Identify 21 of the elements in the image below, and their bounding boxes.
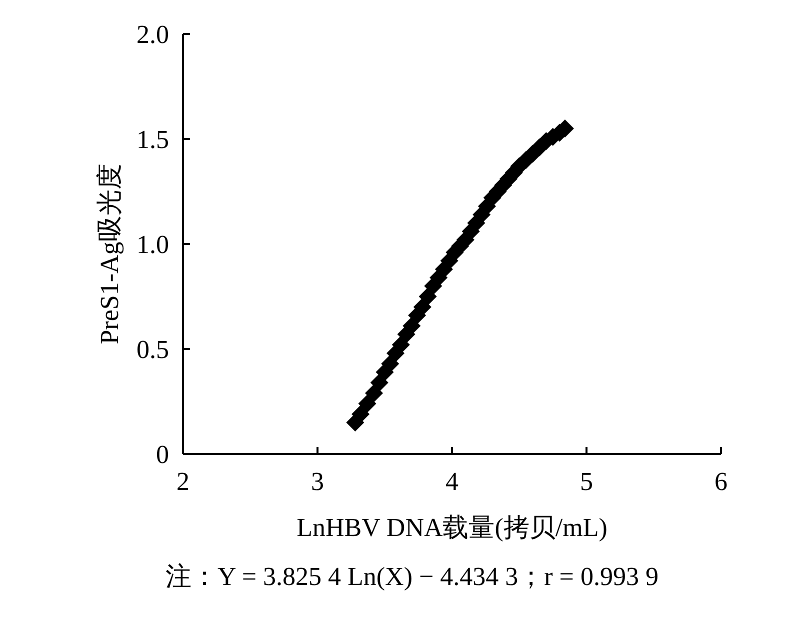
point bbox=[364, 384, 383, 402]
point bbox=[358, 394, 376, 413]
x-tick-label: 3 bbox=[311, 467, 324, 496]
y-axis-title: PreS1-Ag吸光度 bbox=[95, 164, 124, 344]
y-tick-label: 1.0 bbox=[136, 230, 169, 259]
y-tick-label: 1.5 bbox=[136, 125, 169, 154]
x-tick-label: 5 bbox=[580, 467, 593, 496]
x-tick-label: 2 bbox=[176, 467, 190, 496]
x-tick-label: 6 bbox=[714, 467, 728, 496]
y-tick-label: 0.5 bbox=[136, 335, 169, 364]
x-axis-title: LnHBV DNA载量(拷贝/mL) bbox=[296, 513, 608, 542]
point bbox=[392, 336, 410, 354]
point bbox=[413, 298, 432, 316]
y-tick-label: 2.0 bbox=[136, 20, 169, 49]
y-tick-label: 0 bbox=[156, 440, 169, 469]
point bbox=[381, 354, 400, 373]
point bbox=[370, 374, 388, 392]
point bbox=[402, 316, 421, 335]
text: 注：Y = 3.825 4 Ln(X) − 4.434 3；r = 0.993 9 bbox=[166, 562, 658, 591]
x-tick-label: 4 bbox=[446, 467, 458, 496]
point bbox=[418, 288, 437, 306]
